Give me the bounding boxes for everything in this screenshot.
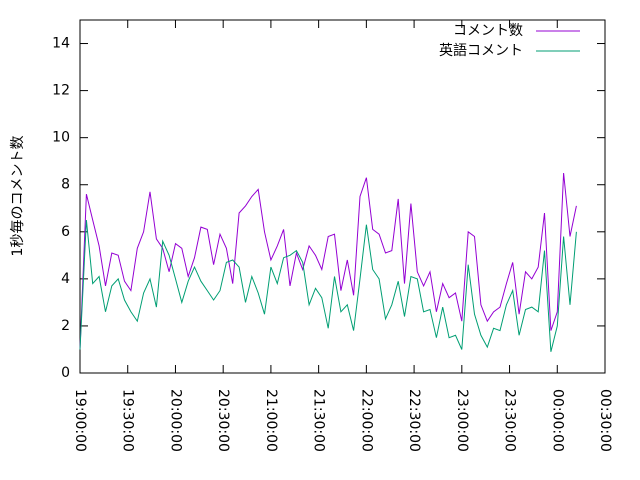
x-tick-label: 21:00:00	[263, 389, 279, 452]
x-tick-label: 00:00:00	[549, 389, 565, 452]
series-line	[79, 219, 577, 352]
x-tick-label: 22:30:00	[406, 389, 422, 452]
x-tick-label: 22:00:00	[358, 389, 374, 452]
y-tick-label: 6	[61, 224, 70, 240]
x-tick-label: 21:30:00	[311, 389, 327, 452]
y-tick-label: 12	[52, 83, 70, 99]
x-tick-label: 19:30:00	[120, 389, 136, 452]
x-tick-label: 20:30:00	[215, 389, 231, 452]
legend-label: 英語コメント	[439, 42, 523, 59]
y-tick-label: 8	[61, 177, 70, 193]
series-line	[79, 172, 577, 350]
plot-border	[79, 19, 606, 374]
x-tick-label: 20:00:00	[167, 389, 183, 452]
x-tick-label: 19:00:00	[72, 389, 88, 452]
y-tick-label: 2	[61, 318, 70, 334]
y-tick-label: 4	[61, 271, 70, 287]
x-tick-label: 23:30:00	[502, 389, 518, 452]
y-tick-label: 14	[52, 36, 70, 52]
x-tick-label: 23:00:00	[454, 389, 470, 452]
y-axis-label: 1秒毎のコメント数	[10, 136, 26, 257]
y-tick-label: 10	[52, 130, 70, 146]
legend-label: コメント数	[453, 23, 523, 39]
x-tick-label: 00:30:00	[597, 389, 613, 452]
y-tick-label: 0	[61, 365, 70, 381]
